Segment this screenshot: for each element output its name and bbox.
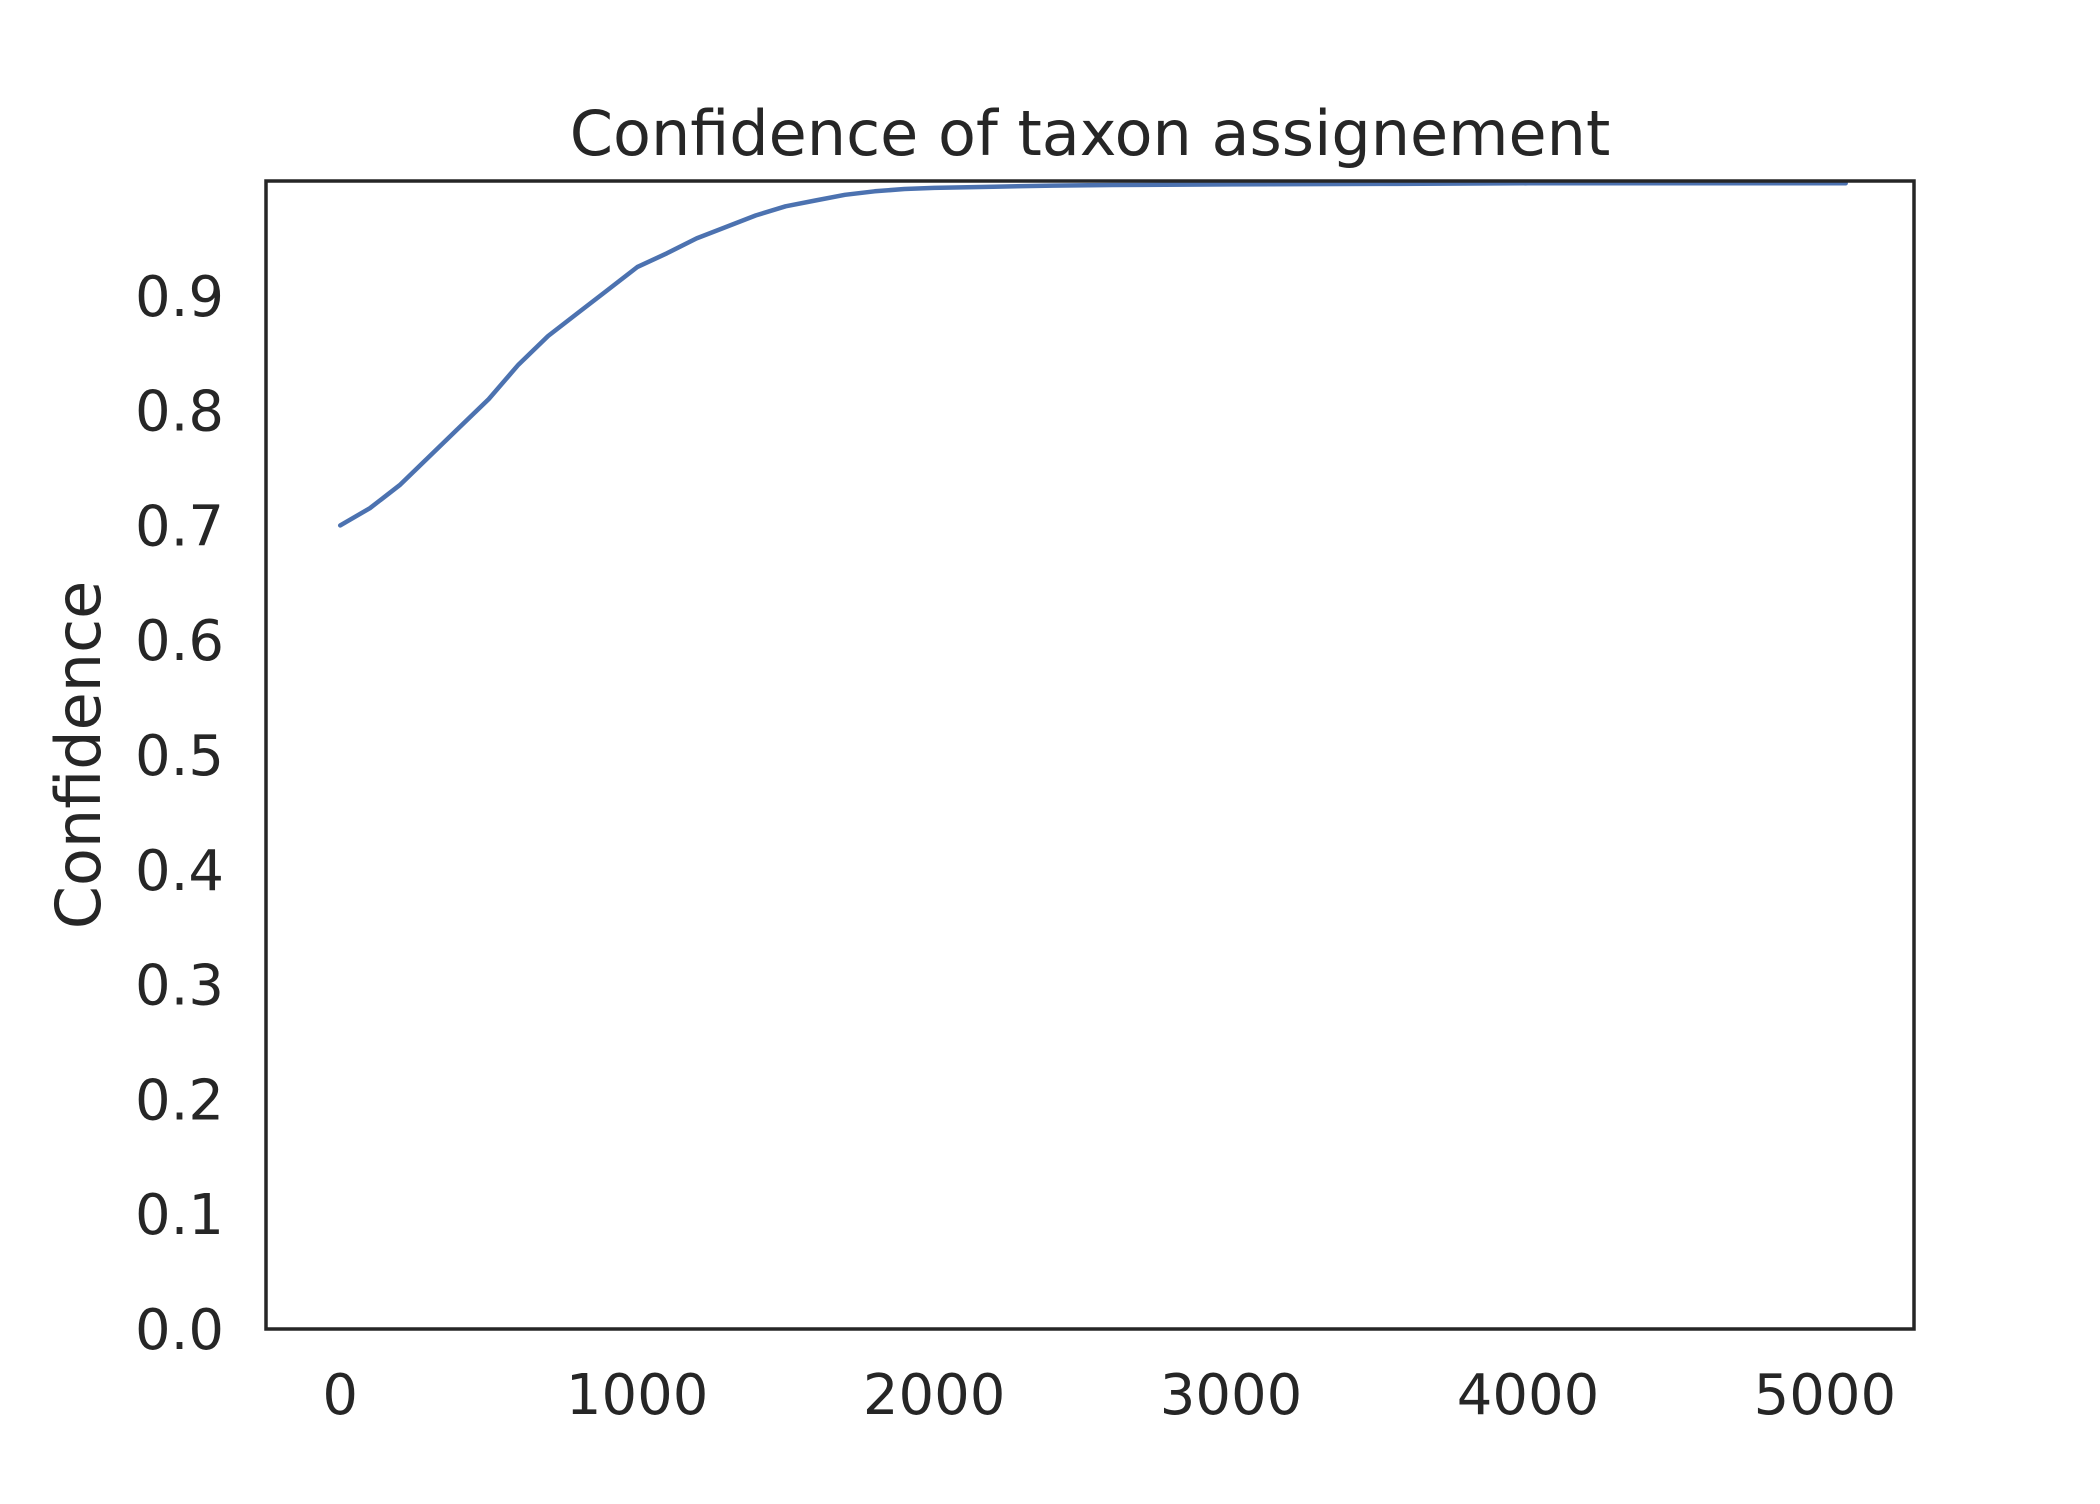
x-tick-label: 5000 (1754, 1363, 1897, 1428)
y-tick-label: 0.6 (135, 609, 224, 674)
series-line-0 (337, 181, 1848, 528)
y-tick-label: 0.3 (135, 954, 224, 1019)
y-axis-ticks: 0.0 0.1 0.2 0.3 0.4 0.5 0.6 0.7 0.8 0.9 (135, 265, 224, 1363)
y-axis-title: Confidence (42, 581, 115, 930)
x-tick-label: 2000 (863, 1363, 1006, 1428)
y-tick-label: 0.5 (135, 724, 224, 789)
chart-title: Confidence of taxon assignement (570, 97, 1611, 170)
series-layer (337, 181, 1848, 528)
x-tick-label: 1000 (566, 1363, 709, 1428)
y-tick-label: 0.4 (135, 839, 224, 904)
x-axis-ticks: 0 1000 2000 3000 4000 5000 (322, 1363, 1896, 1428)
x-tick-label: 3000 (1160, 1363, 1303, 1428)
y-tick-label: 0.7 (135, 494, 224, 559)
x-tick-label: 4000 (1457, 1363, 1600, 1428)
x-tick-label: 0 (322, 1363, 358, 1428)
y-tick-label: 0.2 (135, 1068, 224, 1133)
y-tick-label: 0.8 (135, 380, 224, 445)
y-tick-label: 0.0 (135, 1298, 224, 1363)
y-tick-label: 0.9 (135, 265, 224, 330)
y-tick-label: 0.1 (135, 1183, 224, 1248)
plot-frame (264, 179, 1916, 1331)
